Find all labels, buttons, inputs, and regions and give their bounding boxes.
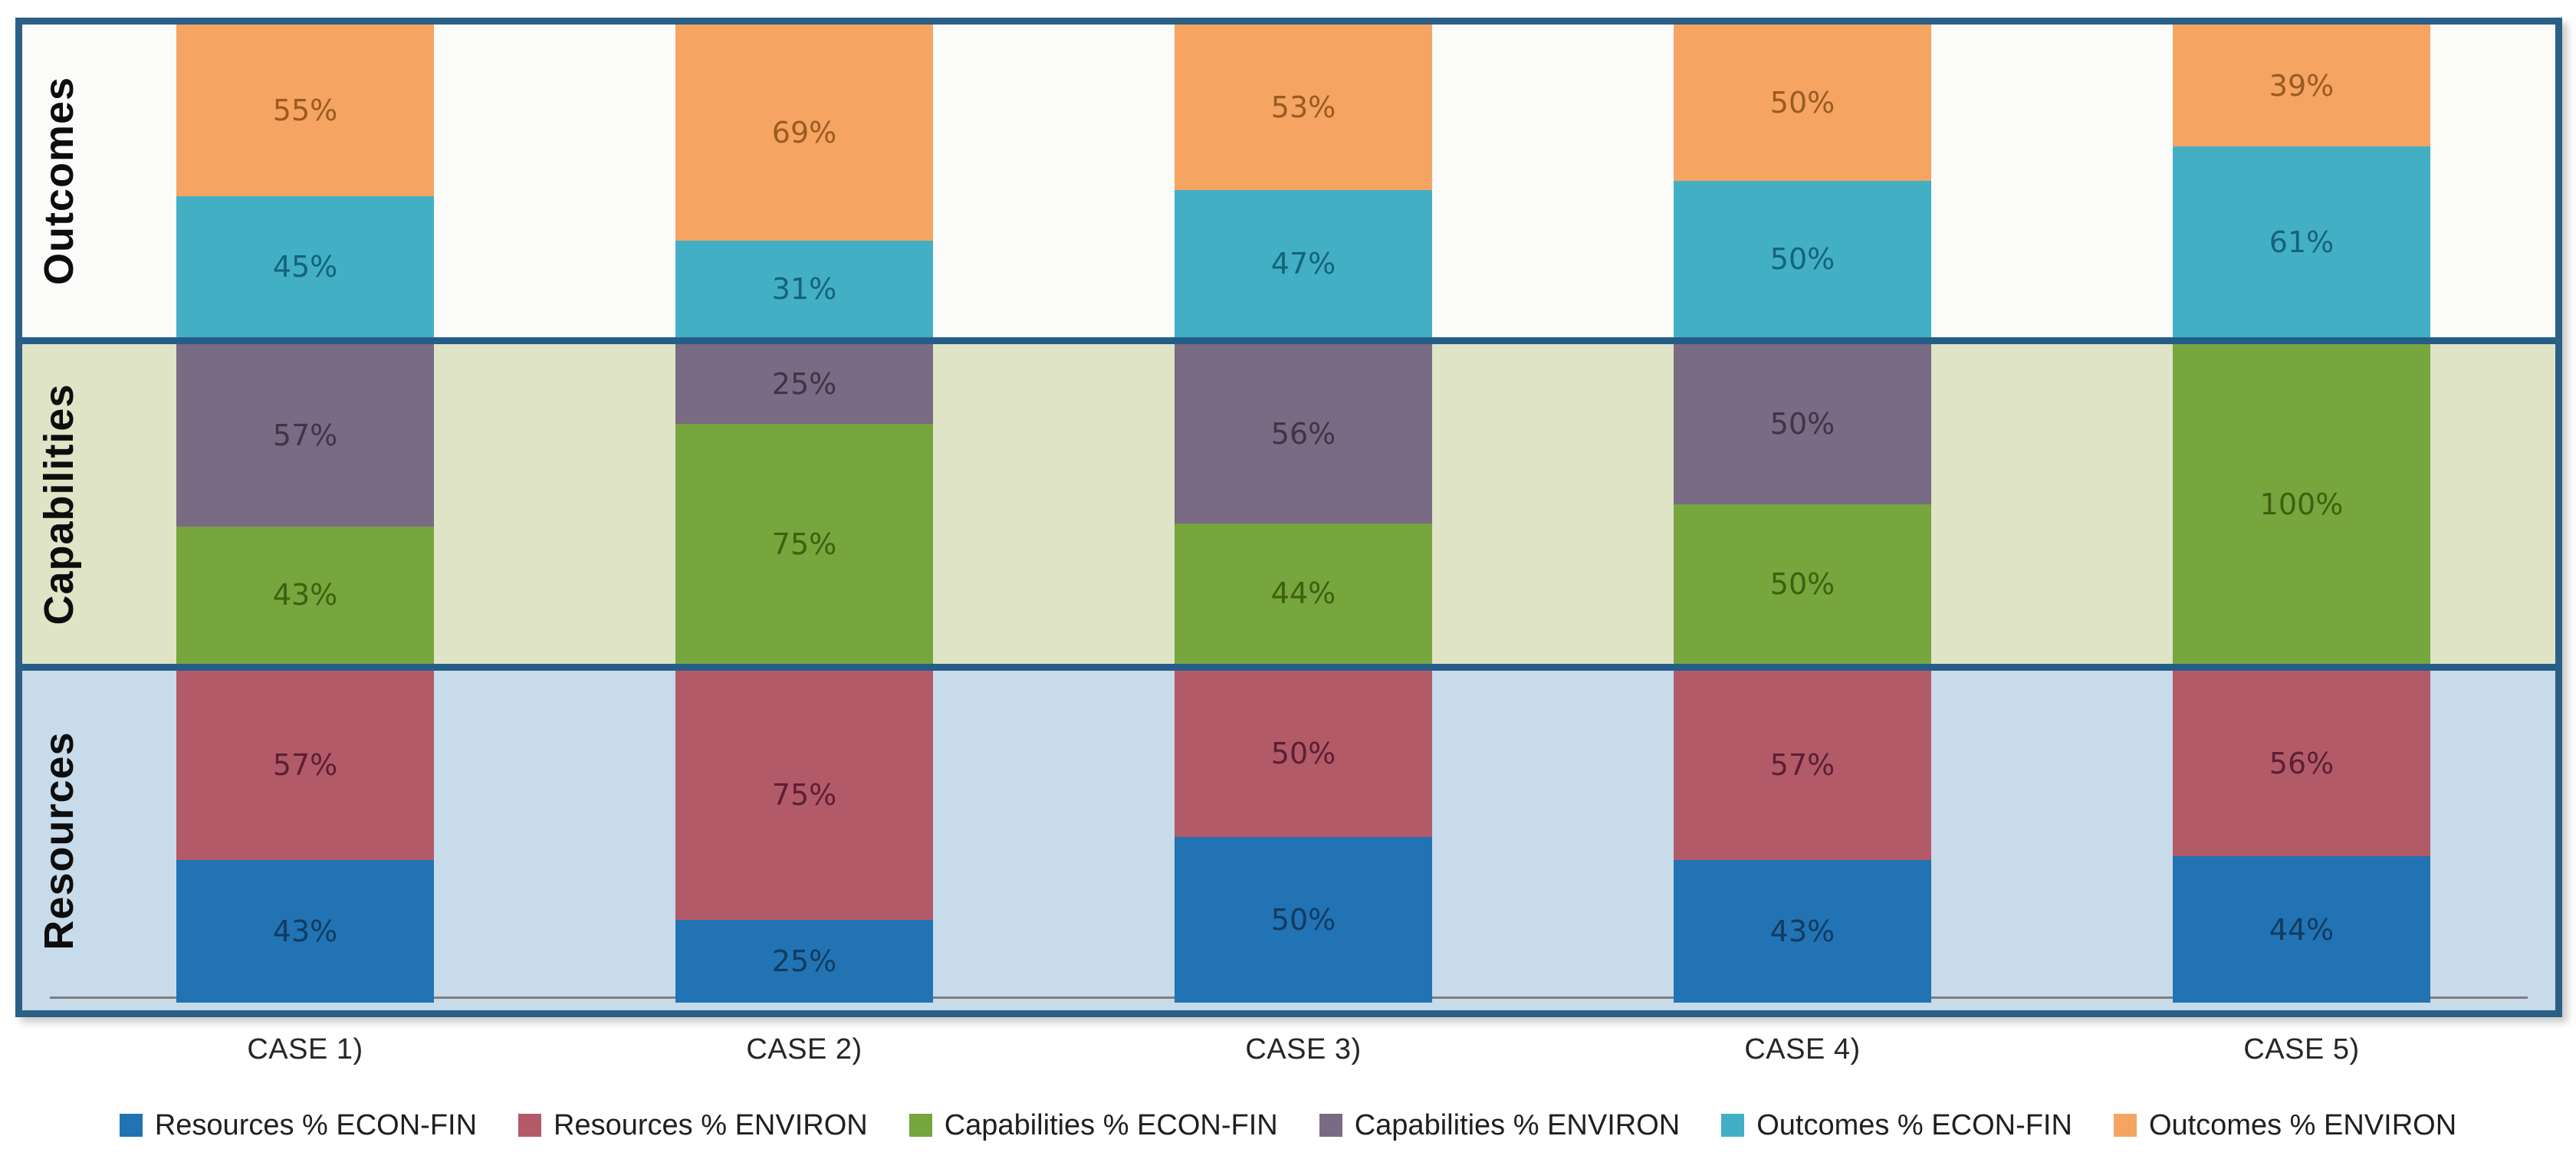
data-label: 44%: [1270, 576, 1336, 611]
data-label: 44%: [2269, 912, 2334, 947]
band-label-capabilities: Capabilities: [36, 383, 82, 625]
legend-swatch: [909, 1114, 932, 1137]
data-label: 25%: [771, 367, 837, 402]
data-label: 39%: [2269, 68, 2334, 103]
legend-label: Capabilities % ECON-FIN: [944, 1108, 1278, 1141]
legend-swatch: [119, 1114, 143, 1137]
data-label: 57%: [272, 748, 338, 783]
data-label: 50%: [1769, 566, 1835, 601]
data-label: 56%: [1270, 416, 1336, 451]
bar-segment: 43%: [176, 859, 434, 1003]
data-label: 61%: [2269, 225, 2334, 259]
legend: Resources % ECON-FIN Resources % ENVIRON C…: [0, 1101, 2576, 1150]
bar-segment: 75%: [675, 424, 933, 664]
bar-segment: 100%: [2173, 344, 2430, 664]
bar-segment: 47%: [1175, 190, 1432, 337]
x-axis-label: CASE 1): [247, 1033, 363, 1065]
data-label: 57%: [1769, 748, 1835, 783]
legend-label: Outcomes % ENVIRON: [2148, 1108, 2457, 1141]
band-label-resources: Resources: [36, 731, 82, 951]
bar-segment: 44%: [2173, 856, 2430, 1003]
legend-swatch: [2113, 1114, 2137, 1137]
bar-segment: 50%: [1175, 836, 1432, 1003]
legend-item: Resources % ENVIRON: [518, 1109, 868, 1142]
data-label: 50%: [1769, 407, 1835, 442]
data-label: 75%: [771, 778, 837, 813]
data-label: 50%: [1270, 737, 1336, 771]
legend-item: Resources % ECON-FIN: [119, 1108, 478, 1142]
data-label: 50%: [1270, 902, 1336, 937]
bar-segment: 55%: [176, 25, 434, 197]
legend-item: Outcomes % ENVIRON: [2113, 1108, 2457, 1142]
data-label: 50%: [1769, 242, 1835, 276]
bar-segment: 39%: [2173, 25, 2430, 147]
data-label: 100%: [2259, 487, 2344, 521]
data-label: 55%: [272, 94, 338, 128]
bar-segment: 50%: [1674, 25, 1931, 181]
bar-segment: 69%: [675, 25, 933, 241]
bar-segment: 57%: [176, 344, 434, 527]
bar-segment: 56%: [1175, 344, 1432, 524]
legend-swatch: [518, 1114, 542, 1137]
bar-segment: 45%: [176, 196, 434, 337]
bar-segment: 25%: [675, 344, 933, 425]
data-label: 53%: [1270, 90, 1336, 125]
x-axis-label: CASE 4): [1744, 1033, 1861, 1065]
bar-segment: 57%: [176, 671, 434, 860]
bar-segment: 61%: [2173, 146, 2430, 337]
legend-label: Capabilities % ENVIRON: [1354, 1108, 1681, 1141]
legend-swatch: [1319, 1114, 1342, 1137]
bar-segment: 53%: [1175, 25, 1432, 191]
data-label: 43%: [272, 578, 338, 612]
bar-segment: 31%: [675, 240, 933, 337]
legend-swatch: [1721, 1114, 1745, 1137]
data-label: 75%: [771, 527, 837, 561]
x-axis-label: CASE 2): [746, 1033, 863, 1065]
data-label: 47%: [1270, 247, 1336, 281]
legend-item: Outcomes % ECON-FIN: [1721, 1109, 2072, 1142]
legend-item: Capabilities % ECON-FIN: [909, 1109, 1278, 1142]
data-label: 45%: [272, 250, 338, 284]
bar-segment: 57%: [1674, 671, 1931, 860]
data-label: 57%: [272, 418, 338, 452]
x-axis-label: CASE 3): [1245, 1033, 1362, 1065]
bar-segment: 75%: [675, 671, 933, 920]
band-label-outcomes: Outcomes: [36, 76, 82, 286]
legend-label: Resources % ENVIRON: [554, 1108, 868, 1141]
plot-frame: Outcomes Capabilities Resources 55% 45% 69% 31…: [15, 18, 2562, 1017]
x-axis-label: CASE 5): [2243, 1033, 2360, 1065]
legend-label: Outcomes % ECON-FIN: [1756, 1108, 2072, 1141]
bar-segment: 50%: [1674, 504, 1931, 664]
data-label: 43%: [1769, 914, 1835, 948]
bar-segment: 50%: [1674, 344, 1931, 504]
data-label: 43%: [272, 914, 338, 948]
bar-segment: 50%: [1674, 181, 1931, 337]
data-label: 69%: [771, 115, 837, 149]
bar-segment: 50%: [1175, 671, 1432, 837]
data-label: 50%: [1769, 86, 1835, 120]
band-separator-2: [22, 664, 2555, 671]
bar-segment: 43%: [1674, 859, 1931, 1003]
legend-label: Resources % ECON-FIN: [154, 1108, 478, 1141]
bar-segment: 44%: [1175, 523, 1432, 664]
legend-item: Capabilities % ENVIRON: [1319, 1109, 1680, 1142]
bar-segment: 56%: [2173, 671, 2430, 857]
data-label: 25%: [771, 944, 837, 978]
data-label: 56%: [2269, 747, 2334, 781]
bar-segment: 43%: [176, 526, 434, 664]
bar-segment: 25%: [675, 919, 933, 1003]
data-label: 31%: [771, 271, 837, 306]
band-separator-1: [22, 337, 2555, 344]
